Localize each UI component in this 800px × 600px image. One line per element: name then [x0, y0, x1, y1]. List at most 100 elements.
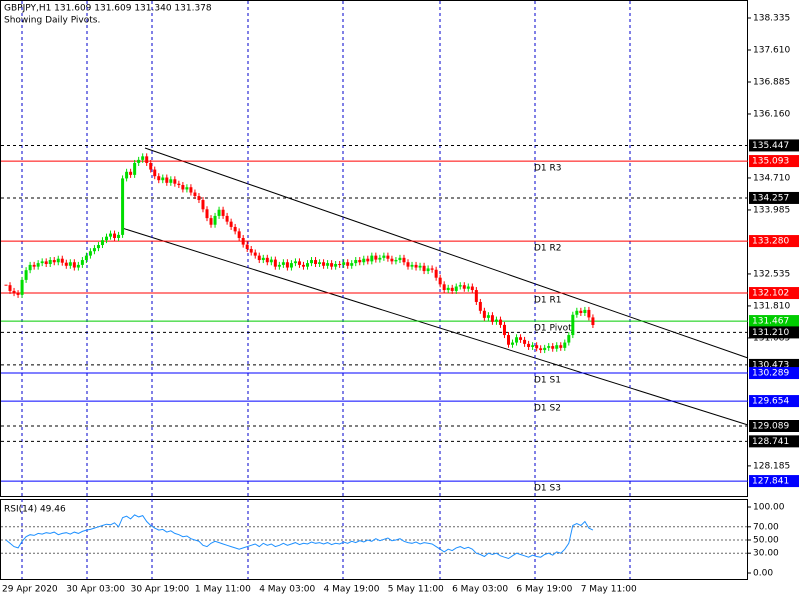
x-tick-label: 29 Apr 2020 [2, 585, 58, 595]
candle [285, 262, 289, 268]
y-tick-label: 138.335 [753, 14, 790, 24]
candle [470, 286, 474, 291]
level-name: D1 S1 [534, 376, 561, 386]
rsi-tick-label: 100.00 [753, 502, 785, 512]
candle [28, 264, 32, 271]
candle [68, 262, 72, 266]
candle [362, 258, 366, 263]
candle [177, 183, 181, 186]
candle [72, 262, 76, 268]
candle [466, 286, 470, 289]
level-box [749, 395, 799, 408]
level-value: 127.841 [752, 477, 789, 487]
candle [462, 285, 466, 289]
x-tick-label: 30 Apr 03:00 [66, 585, 125, 595]
level-value: 131.210 [752, 328, 789, 338]
y-tick-label: 128.185 [753, 461, 790, 471]
candle [261, 257, 265, 261]
level-box [749, 475, 799, 488]
candle [161, 177, 165, 181]
candle [245, 244, 249, 250]
candle [113, 233, 117, 238]
candle [450, 287, 454, 291]
candle [418, 265, 422, 268]
level-value: 135.447 [752, 141, 789, 151]
candle [394, 260, 398, 262]
candle [105, 236, 108, 241]
candle [201, 200, 205, 210]
candle [326, 263, 330, 266]
candle [587, 309, 591, 318]
candle [80, 260, 84, 265]
candle [88, 251, 92, 256]
candle [454, 286, 458, 291]
level-value: 131.467 [752, 317, 789, 327]
candle [225, 215, 229, 222]
candle [474, 290, 478, 302]
channel-lower [121, 227, 749, 426]
rsi-panel [0, 499, 748, 580]
candle [84, 255, 88, 261]
candle [173, 179, 177, 184]
candle [310, 260, 314, 264]
candle [117, 234, 121, 238]
candle [543, 347, 547, 351]
level-box [749, 235, 799, 248]
level-value: 133.280 [752, 237, 789, 247]
channel-upper [144, 147, 749, 359]
candle [414, 264, 418, 268]
candle [92, 248, 96, 252]
candle [502, 324, 506, 336]
level-box [749, 420, 799, 432]
candle [318, 262, 322, 265]
candle [40, 261, 44, 264]
candle [269, 259, 273, 263]
rsi-tick-label: 0.00 [753, 569, 773, 579]
candle [137, 159, 141, 163]
y-tick-label: 137.610 [753, 45, 790, 55]
level-name: D1 Pivot [534, 324, 572, 334]
candle [129, 171, 133, 175]
candle [563, 342, 567, 348]
candle [301, 264, 305, 267]
level-value: 129.089 [752, 422, 789, 432]
candle [153, 169, 157, 177]
candle [366, 258, 370, 262]
candle [32, 264, 36, 267]
candle [535, 345, 539, 349]
candle [539, 348, 543, 351]
candle [52, 260, 56, 263]
candle [591, 317, 595, 325]
candle [458, 285, 462, 287]
candle [314, 260, 318, 265]
candle [547, 346, 551, 348]
candle [289, 263, 293, 268]
level-value: 129.654 [752, 397, 789, 407]
level-value: 135.093 [752, 157, 789, 167]
level-name: D1 S2 [534, 404, 561, 414]
candle [350, 263, 354, 266]
candle [16, 293, 20, 295]
candle [390, 258, 394, 262]
level-name: D1 R3 [534, 164, 562, 174]
level-box [749, 287, 799, 300]
candle [157, 176, 161, 181]
candle [334, 264, 338, 267]
y-tick-label: 131.810 [753, 301, 790, 311]
x-tick-label: 6 May 03:00 [452, 585, 508, 595]
candle [555, 345, 559, 349]
level-name: D1 R2 [534, 244, 562, 254]
candle [519, 337, 523, 340]
level-name: D1 S3 [534, 484, 561, 494]
candle [523, 339, 527, 344]
rsi-line [5, 514, 594, 560]
level-value: 132.102 [752, 289, 789, 299]
x-tick-label: 1 May 11:00 [195, 585, 251, 595]
level-box [749, 315, 799, 328]
candle [494, 319, 498, 322]
candle [169, 179, 173, 183]
candle [265, 257, 269, 263]
candle [100, 240, 104, 246]
rsi-tick-label: 30.00 [753, 549, 779, 559]
level-name: D1 R1 [534, 296, 562, 306]
